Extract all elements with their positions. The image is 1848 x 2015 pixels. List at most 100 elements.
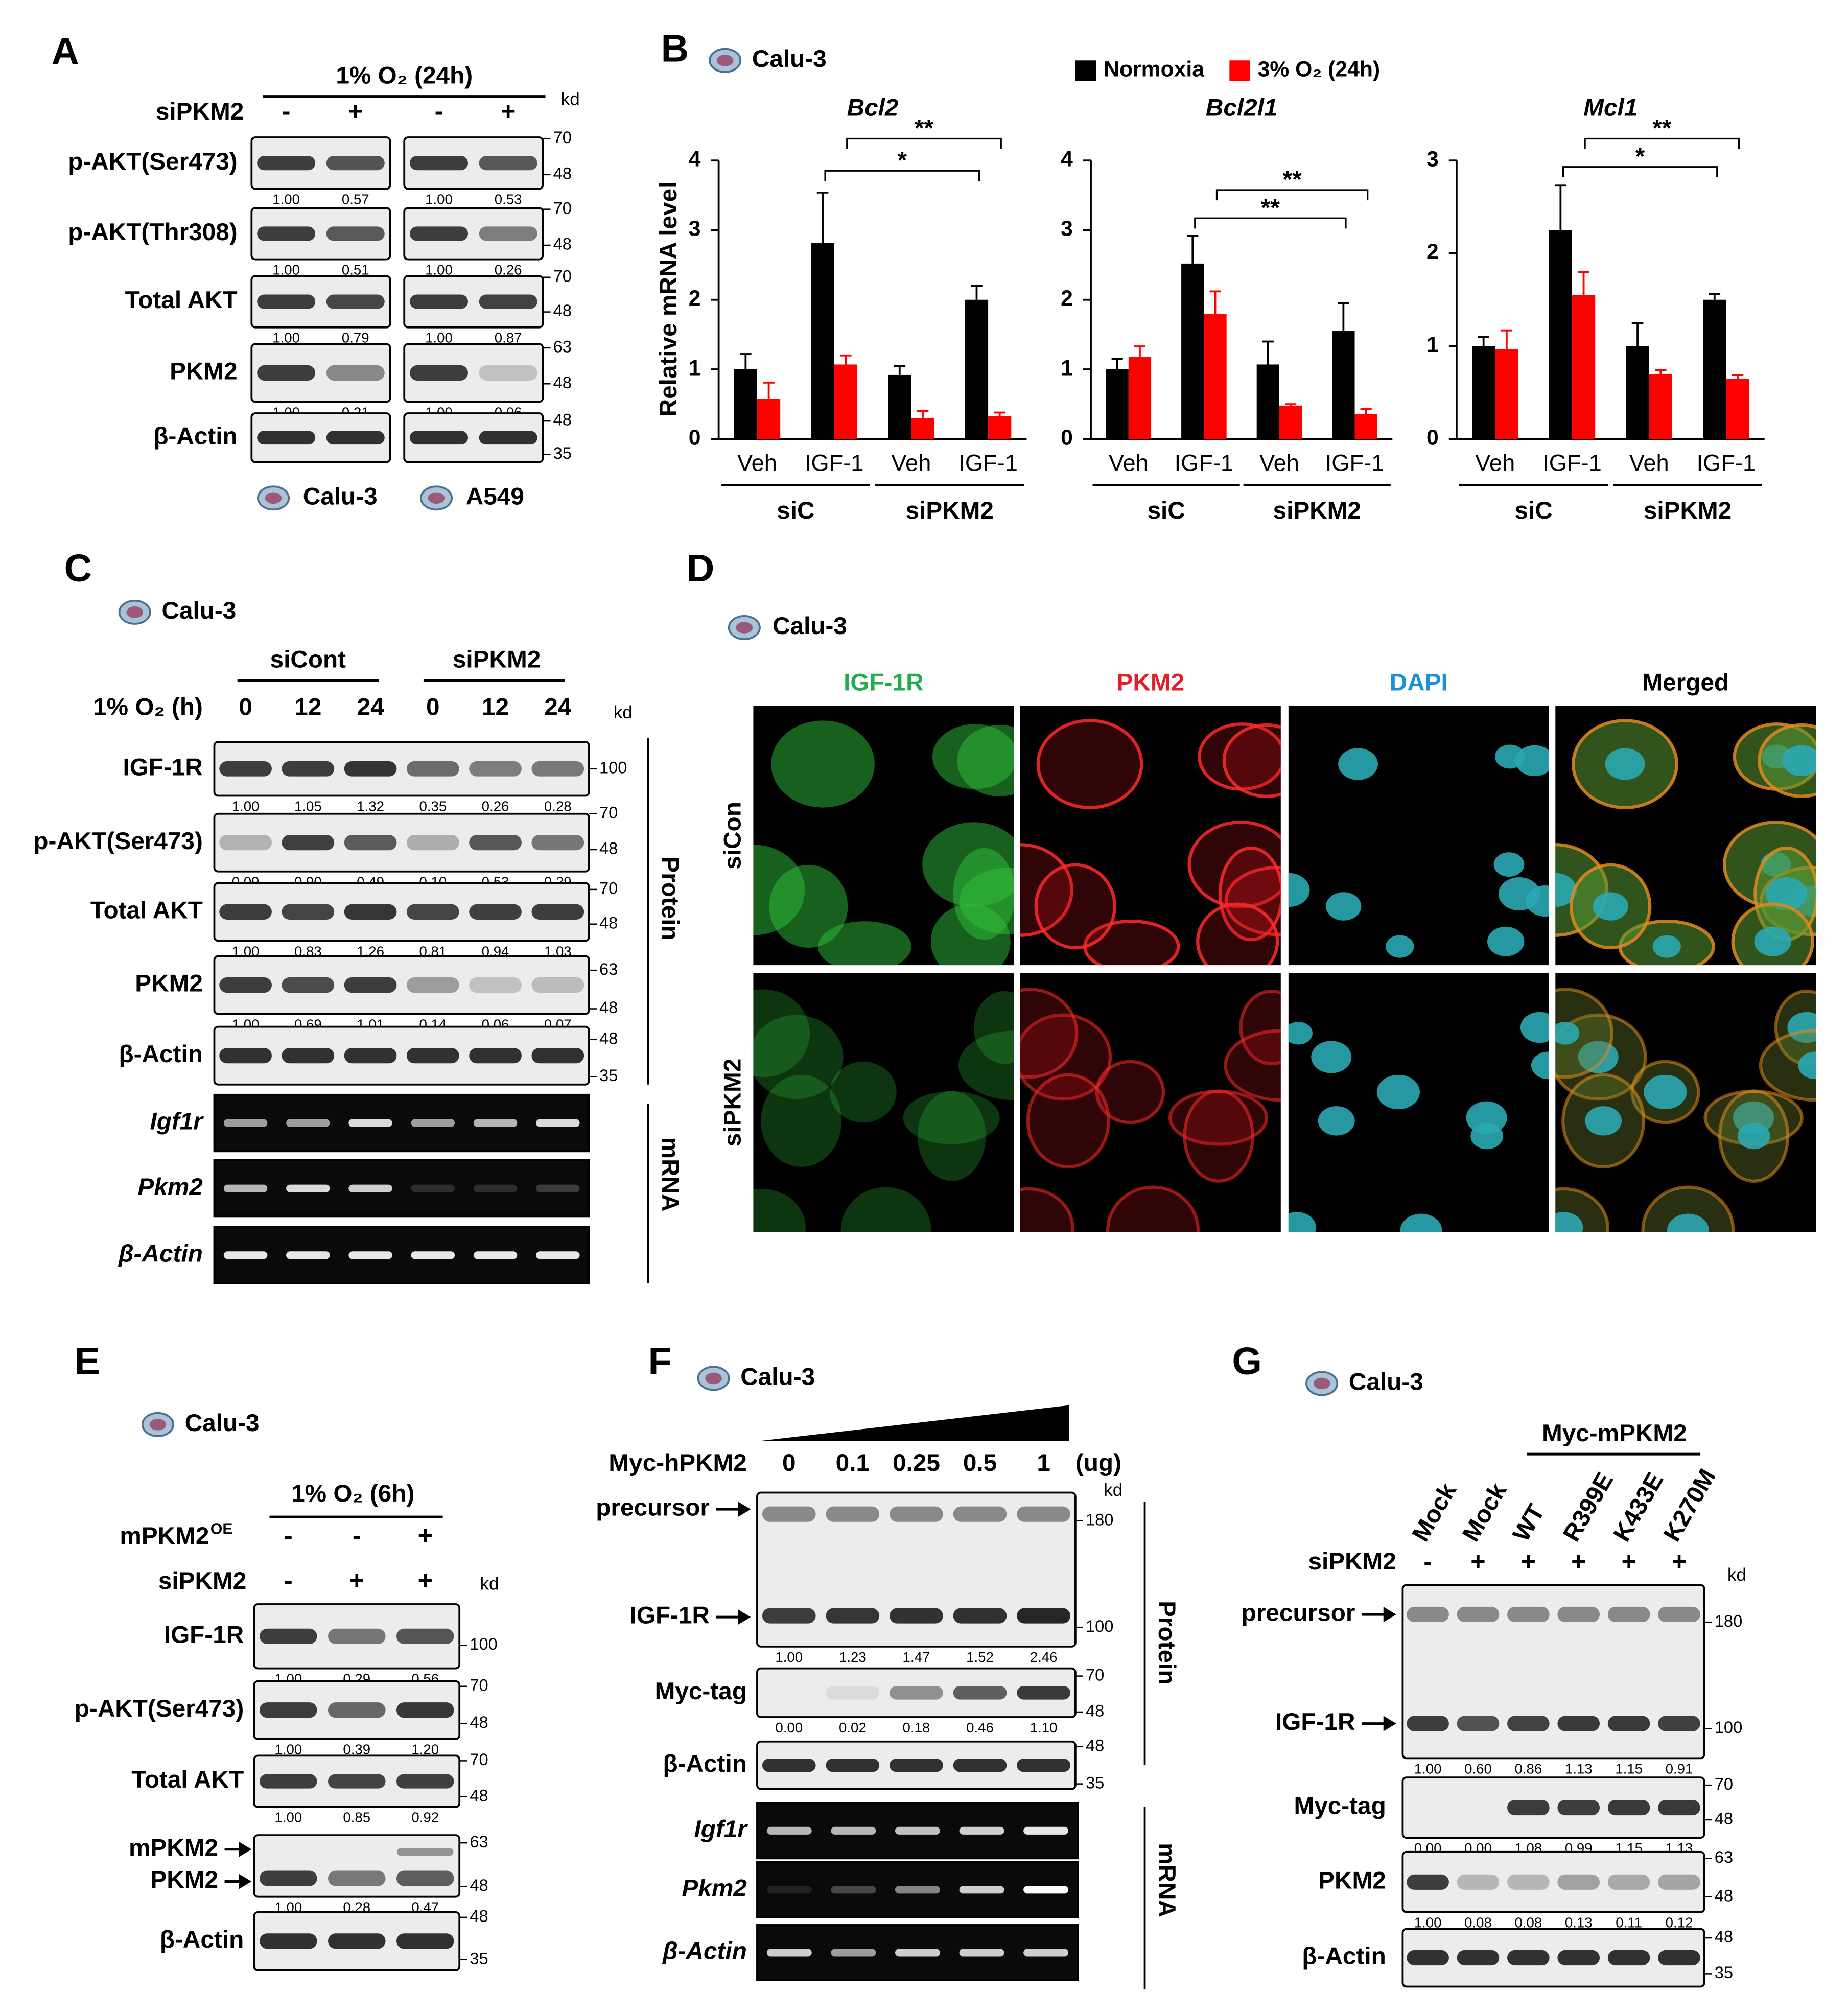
x-tick-label: IGF-1 [1325, 450, 1385, 476]
band [396, 1870, 454, 1886]
bar [911, 418, 934, 439]
quantification: 0.53 [495, 191, 522, 207]
row-label: IGF-1R [630, 1602, 710, 1629]
gel [213, 1159, 590, 1218]
blot-frame [756, 1667, 1077, 1718]
significance: ** [1261, 194, 1280, 221]
band [479, 156, 537, 171]
band [219, 1048, 272, 1064]
label: Myc-hPKM2 [609, 1449, 746, 1477]
x-tick-label: Veh [1109, 450, 1149, 476]
size-marker: 48 [553, 410, 572, 429]
error-bar [1709, 293, 1721, 300]
band [531, 1048, 584, 1064]
band [328, 1870, 386, 1886]
band [1457, 1606, 1500, 1623]
blot-frame [213, 741, 590, 797]
band [469, 977, 522, 993]
quantification: 1.00 [425, 330, 453, 346]
size-marker: 48 [553, 373, 572, 392]
band [1557, 1874, 1600, 1890]
error-bar [1654, 369, 1667, 374]
nucleus [1498, 877, 1540, 911]
row-label: Total AKT [131, 1766, 244, 1793]
band [410, 365, 469, 381]
quantification: 1.20 [411, 1742, 439, 1758]
dish-icon-cells [126, 606, 144, 618]
x-tick-label: IGF-1 [1542, 450, 1602, 476]
membrane-stain [1020, 1187, 1074, 1232]
nucleus [1520, 1012, 1549, 1043]
row-label: Pkm2 [138, 1174, 203, 1201]
band [826, 1685, 880, 1700]
label: mPKM2 [120, 1522, 209, 1550]
micrograph-content [1555, 719, 1816, 966]
x-tick-label: IGF-1 [958, 450, 1018, 476]
row-label: Total AKT [90, 897, 203, 924]
band [282, 835, 335, 851]
row-label: Myc-tag [1294, 1793, 1386, 1820]
membrane-stain [1183, 1089, 1255, 1183]
quantification: 0.00 [775, 1720, 803, 1736]
legend-swatch [1075, 60, 1096, 81]
x-tick-label: IGF-1 [1697, 450, 1756, 476]
bar [1472, 346, 1495, 439]
size-marker: 63 [599, 959, 618, 978]
band [282, 977, 335, 993]
nucleus [1798, 1051, 1816, 1080]
error-bar [839, 354, 852, 365]
size-marker: 100 [1086, 1616, 1113, 1635]
x-tick-label: Veh [1475, 450, 1515, 476]
band [1607, 1716, 1650, 1731]
band [396, 1774, 454, 1789]
blot-frame [213, 1025, 590, 1086]
blot-frame [1401, 1584, 1705, 1760]
size-marker: 48 [553, 163, 572, 182]
micrograph-content [1020, 988, 1281, 1232]
quantification: 1.47 [903, 1649, 930, 1665]
band [1557, 1800, 1600, 1816]
band [1557, 1950, 1600, 1966]
quantification: 0.28 [544, 798, 572, 814]
micrograph-content [1020, 719, 1281, 966]
nucleus [1487, 926, 1525, 956]
label: Calu-3 [773, 613, 847, 640]
gel-band [223, 1184, 268, 1192]
size-marker: 180 [1715, 1611, 1742, 1630]
nucleus [1605, 748, 1645, 780]
band [1407, 1716, 1449, 1731]
label: A549 [466, 483, 524, 510]
size-marker: 48 [470, 1713, 488, 1731]
band [328, 1774, 386, 1789]
quantification: 1.52 [966, 1649, 994, 1665]
size-marker: 48 [599, 839, 618, 858]
band [762, 1506, 816, 1522]
blot-frame [213, 955, 590, 1015]
error-bar [1578, 271, 1589, 295]
band [328, 1702, 386, 1718]
band [1017, 1685, 1070, 1700]
y-tick-label: 4 [689, 147, 701, 171]
band [257, 226, 316, 241]
quantification: 1.00 [274, 1810, 302, 1825]
membrane-stain [1095, 1060, 1165, 1124]
gel-band [536, 1251, 580, 1259]
membrane-stain [1641, 1185, 1735, 1232]
gel-band [1023, 1826, 1069, 1835]
gel-band [1023, 1886, 1069, 1894]
row-label: β-Actin [663, 1750, 747, 1777]
cell-stain [903, 1091, 1000, 1144]
size-marker: 63 [1715, 1847, 1733, 1866]
blot-frame [250, 412, 391, 463]
cell-stain [840, 1187, 931, 1232]
band [1457, 1716, 1500, 1731]
y-tick-label: 3 [1426, 147, 1439, 171]
band [479, 365, 537, 381]
gel-band [895, 1826, 940, 1835]
error-bar [1285, 403, 1297, 406]
nucleus [1585, 1106, 1622, 1136]
quantification: 1.00 [272, 191, 300, 207]
membrane-stain [1026, 1073, 1110, 1169]
gel-band [536, 1184, 580, 1192]
row-label: PKM2 [135, 970, 203, 997]
